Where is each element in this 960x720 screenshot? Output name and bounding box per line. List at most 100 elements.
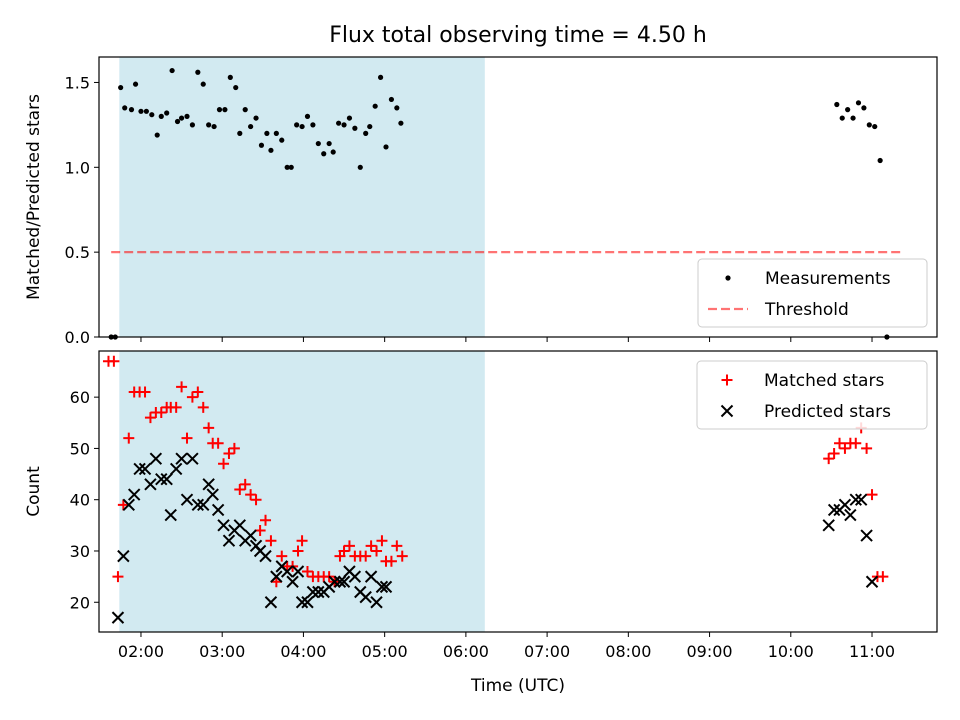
- predicted-star-point: [149, 452, 163, 465]
- matched-star-point: [218, 458, 230, 470]
- predicted-star-point: [180, 493, 194, 506]
- bottom-ytick-label: 60: [70, 388, 90, 407]
- predicted-star-point: [117, 549, 130, 563]
- predicted-star-point: [280, 565, 294, 578]
- measurement-point: [341, 122, 347, 128]
- measurement-point: [855, 100, 862, 106]
- predicted-star-point: [244, 529, 257, 542]
- x-axis-label: Time (UTC): [470, 676, 565, 696]
- bottom-series-predicted-stars: [111, 452, 879, 624]
- measurement-point: [227, 74, 233, 80]
- measurement-point: [149, 112, 155, 118]
- matched-star-point: [396, 550, 408, 562]
- predicted-star-point: [348, 570, 362, 583]
- matched-star-point: [186, 391, 198, 403]
- legend-predicted-star-swatch: [720, 404, 734, 418]
- measurement-point: [372, 103, 378, 109]
- measurement-point: [388, 96, 395, 103]
- measurement-point: [128, 107, 135, 113]
- measurement-point: [321, 151, 327, 157]
- predicted-star-point: [122, 498, 135, 512]
- measurement-point: [233, 84, 239, 91]
- matched-star-point: [192, 386, 204, 398]
- predicted-star-point: [337, 575, 351, 588]
- predicted-star-point: [844, 508, 857, 522]
- bottom-xtick-label: 11:00: [849, 642, 895, 661]
- measurement-point: [304, 113, 311, 119]
- measurement-point: [122, 105, 128, 111]
- measurement-point: [310, 122, 316, 128]
- measurement-point: [861, 105, 867, 111]
- matched-star-point: [276, 550, 288, 562]
- matched-star-point: [181, 432, 193, 444]
- predicted-star-point: [270, 570, 283, 583]
- matched-star-point: [296, 535, 308, 547]
- matched-star-point: [123, 432, 135, 444]
- legend-matched-star-swatch: [721, 374, 733, 386]
- matched-star-point: [866, 489, 878, 501]
- top-axes-frame: [98, 56, 938, 338]
- bottom-ytick-label: 40: [70, 491, 90, 510]
- matched-star-point: [250, 494, 262, 506]
- measurement-point: [184, 113, 190, 119]
- predicted-star-point: [306, 585, 320, 599]
- bottom-panel: 20 30 40 50 60 02:00 03:00 04:00 05:00 06:00 07:00…: [24, 350, 938, 696]
- predicted-star-point: [301, 596, 314, 609]
- predicted-star-point: [333, 575, 347, 588]
- matched-star-point: [365, 540, 377, 552]
- predicted-star-point: [259, 549, 272, 563]
- matched-star-point: [112, 571, 124, 583]
- bottom-legend: [696, 360, 928, 430]
- measurement-point: [206, 122, 212, 128]
- measurement-point: [330, 149, 336, 155]
- predicted-star-point: [827, 503, 841, 517]
- top-observing-window: [119, 57, 485, 337]
- predicted-star-point: [202, 478, 215, 491]
- top-legend: [697, 258, 928, 328]
- bottom-ytick-label: 20: [70, 593, 90, 612]
- predicted-star-point: [295, 596, 309, 609]
- matched-star-point: [385, 555, 397, 567]
- measurement-point: [367, 123, 373, 130]
- bottom-ytick-label: 30: [70, 542, 90, 561]
- predicted-star-point: [291, 565, 305, 578]
- predicted-star-point: [328, 575, 341, 588]
- measurement-point: [216, 107, 223, 113]
- measurement-point: [158, 113, 164, 119]
- legend-label: Threshold: [764, 300, 849, 320]
- matched-star-point: [139, 386, 151, 398]
- bottom-xtick-label: 02:00: [118, 642, 164, 661]
- measurement-point: [398, 120, 404, 126]
- predicted-star-point: [865, 575, 879, 588]
- measurement-point: [132, 81, 139, 87]
- measurement-point: [850, 115, 856, 121]
- legend-label: Measurements: [765, 269, 891, 289]
- matched-star-point: [212, 437, 224, 449]
- top-ytick-label: 1.5: [65, 73, 90, 92]
- predicted-star-point: [211, 503, 225, 517]
- predicted-star-point: [233, 519, 247, 532]
- measurement-point: [273, 130, 279, 136]
- measurement-point: [336, 120, 342, 126]
- measurement-point: [178, 115, 185, 121]
- predicted-star-point: [175, 452, 188, 465]
- matched-star-point: [170, 401, 182, 413]
- measurement-point: [195, 69, 201, 75]
- matched-star-point: [155, 407, 167, 419]
- measurement-point: [118, 84, 124, 91]
- chart-title: Flux total observing time = 4.50 h: [329, 23, 707, 48]
- bottom-xtick-label: 08:00: [605, 642, 651, 661]
- measurement-point: [284, 164, 290, 170]
- predicted-star-point: [312, 585, 325, 599]
- predicted-star-point: [155, 472, 168, 486]
- measurement-point: [222, 107, 228, 113]
- matched-star-point: [371, 545, 383, 557]
- predicted-star-point: [222, 534, 236, 547]
- top-ytick-label: 1.0: [65, 158, 90, 177]
- measurement-point: [872, 123, 878, 130]
- matched-star-point: [343, 540, 355, 552]
- bottom-series-matched-stars: [102, 355, 889, 588]
- matched-star-point: [834, 437, 846, 449]
- measurement-point: [211, 123, 217, 130]
